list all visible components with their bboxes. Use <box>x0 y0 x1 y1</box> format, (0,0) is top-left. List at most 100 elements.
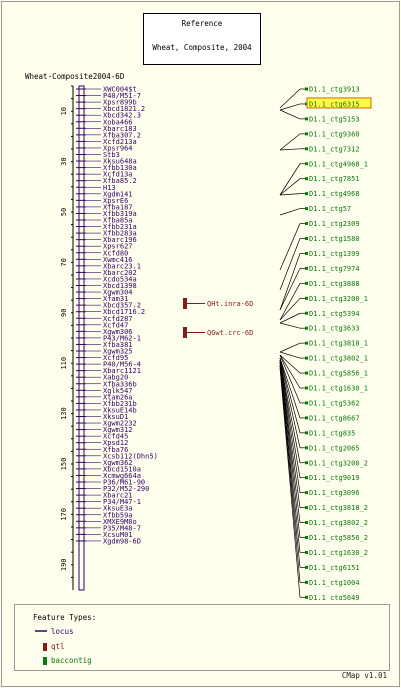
marker-label[interactable]: P43/M62-1 <box>103 334 141 342</box>
contig-label[interactable]: D1.1_ctg57 <box>309 205 351 213</box>
marker-label[interactable]: Xgwm362 <box>103 459 133 467</box>
contig-label[interactable]: D1.1_ctg5394 <box>309 310 360 318</box>
marker-label[interactable]: Xbarc21 <box>103 492 133 500</box>
marker-label[interactable]: Xpsr627 <box>103 243 133 251</box>
contig-label[interactable]: D1.1_ctg3818_1 <box>309 340 368 348</box>
marker-label[interactable]: Xbcd1716.2 <box>103 308 145 316</box>
marker-label[interactable]: XpsrE6 <box>103 197 128 205</box>
marker-label[interactable]: Xcfd47 <box>103 321 128 329</box>
marker-label[interactable]: XksuE3a <box>103 505 133 513</box>
contig-label[interactable]: D1.1_ctg5153 <box>309 115 360 123</box>
contig-label[interactable]: D1.1_ctg4968 <box>309 190 360 198</box>
marker-label[interactable]: Xfba76 <box>103 446 128 454</box>
contig-label[interactable]: D1.1_ctg5856_2 <box>309 534 368 542</box>
marker-label[interactable]: Xabg20 <box>103 374 128 382</box>
marker-label[interactable]: Xcsb112(Dhn5) <box>103 452 158 460</box>
contig-label[interactable]: D1.1_ctg3802_1 <box>309 355 368 363</box>
marker-label[interactable]: Xbcd357.2 <box>103 302 141 310</box>
marker-label[interactable]: Xbcd1510a <box>103 465 141 473</box>
contig-label[interactable]: D1.1_ctg7312 <box>309 145 360 153</box>
contig-label[interactable]: D1.1_ctg9360 <box>309 130 360 138</box>
qtl-bar[interactable] <box>183 298 187 309</box>
contig-label[interactable]: D1.1_ctg2065 <box>309 444 360 452</box>
marker-label[interactable]: Xfba336b <box>103 380 137 388</box>
marker-label[interactable]: Xcfd13a <box>103 171 133 179</box>
qtl-bar[interactable] <box>183 327 187 338</box>
marker-label[interactable]: Xbcd1398 <box>103 282 137 290</box>
marker-label[interactable]: Xcfd213a <box>103 138 137 146</box>
contig-label[interactable]: D1.1_ctg3913 <box>309 86 360 94</box>
qtl-label[interactable]: QHt.inra-6D <box>207 300 253 308</box>
marker-label[interactable]: Xbarc183 <box>103 125 137 133</box>
marker-label[interactable]: Xcfd80 <box>103 249 128 257</box>
marker-label[interactable]: Xfam31 <box>103 295 128 303</box>
marker-label[interactable]: Xfbb231a <box>103 223 137 231</box>
marker-label[interactable]: Xfba85a <box>103 217 133 225</box>
marker-label[interactable]: Xcdo534a <box>103 275 137 283</box>
contig-label[interactable]: D1.1_ctg1630_1 <box>309 385 368 393</box>
marker-label[interactable]: P32/M52-290 <box>103 485 149 493</box>
contig-label[interactable]: D1.1_ctg3633 <box>309 325 360 333</box>
marker-label[interactable]: Xbarc23.1 <box>103 262 141 270</box>
marker-label[interactable]: Xbcd1821.2 <box>103 105 145 113</box>
contig-label[interactable]: D1.1_ctg7851 <box>309 175 360 183</box>
contig-label[interactable]: D1.1_ctg1399 <box>309 250 360 258</box>
marker-label[interactable]: Xfba381 <box>103 341 133 349</box>
marker-label[interactable]: Xfba85.2 <box>103 177 137 185</box>
marker-label[interactable]: Xcfd287 <box>103 315 133 323</box>
contig-label[interactable]: D1.1_ctg6151 <box>309 564 360 572</box>
marker-label[interactable]: Xoba466 <box>103 118 133 126</box>
marker-label[interactable]: Xbcd342.3 <box>103 112 141 120</box>
marker-label[interactable]: Xbarc1121 <box>103 367 141 375</box>
contig-label[interactable]: D1.1_ctg2309 <box>309 220 360 228</box>
contig-label[interactable]: D1.1_ctg5856_1 <box>309 370 368 378</box>
contig-label[interactable]: D1.1_ctg3200_1 <box>309 295 368 303</box>
marker-label[interactable]: XcsuM01 <box>103 531 133 539</box>
marker-label[interactable]: Xgwm312 <box>103 426 133 434</box>
marker-label[interactable]: P40/M56-4 <box>103 361 141 369</box>
marker-label[interactable]: H13 <box>103 184 116 192</box>
contig-label[interactable]: D1.1_ctg5362 <box>309 399 360 407</box>
contig-label[interactable]: D1.1_ctg3888 <box>309 280 360 288</box>
marker-label[interactable]: Xgdm98-6D <box>103 537 141 545</box>
marker-label[interactable]: Xgwm2232 <box>103 420 137 428</box>
marker-label[interactable]: Xcfd95 <box>103 354 128 362</box>
contig-label[interactable]: D1.1_ctg7974 <box>309 265 360 273</box>
marker-label[interactable]: XMXE9M8o <box>103 518 137 526</box>
contig-label[interactable]: D1.1_ctg3096 <box>309 489 360 497</box>
marker-label[interactable]: Xbarc202 <box>103 269 137 277</box>
contig-label[interactable]: D1.1_ctg4968_1 <box>309 160 368 168</box>
marker-label[interactable]: Xfba187 <box>103 203 133 211</box>
marker-label[interactable]: Xfbb283a <box>103 230 137 238</box>
marker-label[interactable]: P35/M48-7 <box>103 524 141 532</box>
marker-label[interactable]: Xgwm325 <box>103 348 133 356</box>
contig-label[interactable]: D1.1_ctg3802_2 <box>309 519 368 527</box>
marker-label[interactable]: P36/M61-90 <box>103 479 145 487</box>
contig-label[interactable]: D1.1_ctg1004 <box>309 579 360 587</box>
marker-label[interactable]: XWC004$t <box>103 86 137 94</box>
marker-label[interactable]: Xcmwg664a <box>103 472 141 480</box>
marker-label[interactable]: P34/M47-1 <box>103 498 141 506</box>
marker-label[interactable]: Xglk547 <box>103 387 133 395</box>
contig-label[interactable]: D1.1_ctg6315 <box>309 100 360 108</box>
marker-label[interactable]: Stb3 <box>103 151 120 159</box>
marker-label[interactable]: Xtam26a <box>103 393 133 401</box>
marker-label[interactable]: Xcfd45 <box>103 433 128 441</box>
marker-label[interactable]: Xpsr899b <box>103 99 137 107</box>
contig-label[interactable]: D1.1_ctg3818_2 <box>309 504 368 512</box>
contig-label[interactable]: D1.1_ctg5649 <box>309 594 360 600</box>
contig-label[interactable]: D1.1_ctg835 <box>309 429 355 437</box>
contig-label[interactable]: D1.1_ctg1580 <box>309 235 360 243</box>
marker-label[interactable]: Xksu648a <box>103 158 137 166</box>
reference-box[interactable]: Reference Wheat, Composite, 2004 <box>143 13 261 65</box>
marker-label[interactable]: Xpsd12 <box>103 439 128 447</box>
reference-map-set[interactable]: Wheat, Composite, 2004 <box>152 43 252 52</box>
marker-label[interactable]: XksuE14b <box>103 406 137 414</box>
marker-label[interactable]: Xfbb130a <box>103 164 137 172</box>
contig-label[interactable]: D1.1_ctg9019 <box>309 474 360 482</box>
marker-label[interactable]: Xfbb231b <box>103 400 137 408</box>
marker-label[interactable]: Xfba307.2 <box>103 131 141 139</box>
marker-label[interactable]: Xfbb59a <box>103 511 133 519</box>
marker-label[interactable]: Xwmc416 <box>103 256 133 264</box>
contig-label[interactable]: D1.1_ctg8667 <box>309 414 360 422</box>
